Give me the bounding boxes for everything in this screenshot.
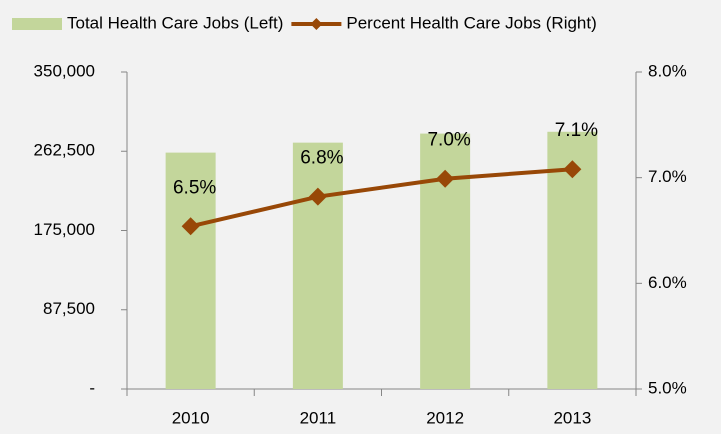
y-tick-label: 175,000 (34, 220, 95, 239)
y2-tick-label: 6.0% (648, 273, 687, 292)
data-label: 6.8% (300, 148, 343, 169)
bar (292, 142, 343, 389)
legend-label: Total Health Care Jobs (Left) (67, 13, 283, 32)
legend-swatch (12, 18, 62, 30)
x-tick-label: 2012 (426, 408, 464, 427)
legend-marker (310, 18, 323, 30)
marker (308, 187, 327, 206)
y-tick-label: - (89, 378, 95, 397)
y-tick-label: 262,500 (34, 141, 95, 160)
data-label: 7.0% (427, 130, 470, 151)
y-tick-label: 87,500 (43, 299, 95, 318)
marker (181, 217, 200, 236)
data-label: 6.5% (173, 177, 216, 198)
bar (165, 152, 216, 389)
marker (563, 160, 582, 179)
y2-tick-label: 5.0% (648, 378, 687, 397)
x-tick-label: 2011 (300, 408, 337, 427)
x-tick-label: 2010 (172, 408, 210, 427)
y2-tick-label: 8.0% (648, 61, 687, 80)
data-label: 7.1% (555, 120, 598, 141)
y2-tick-label: 7.0% (648, 167, 687, 186)
y-tick-label: 350,000 (34, 61, 95, 80)
marker (436, 169, 455, 188)
x-tick-label: 2013 (553, 408, 591, 427)
line (190, 167, 573, 229)
legend-label: Percent Health Care Jobs (Right) (346, 13, 596, 32)
